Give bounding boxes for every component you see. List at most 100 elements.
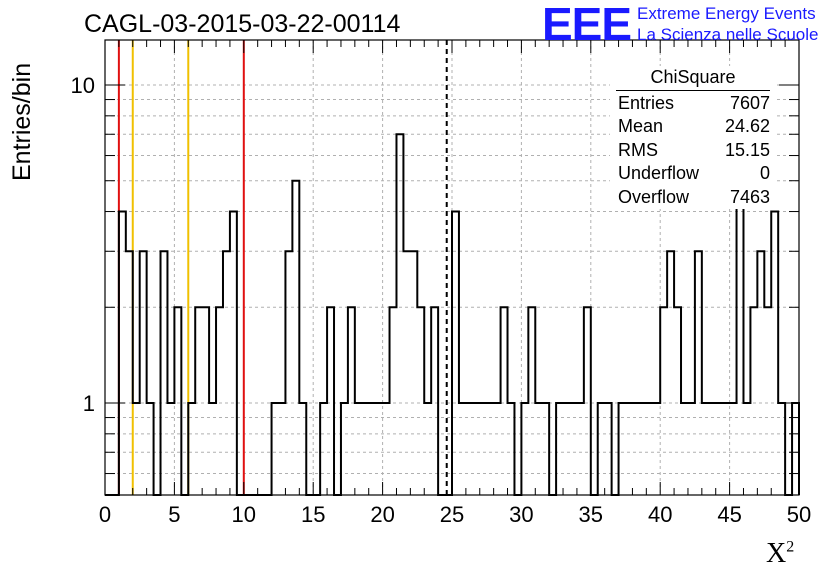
histogram-bin — [556, 403, 563, 495]
x-axis-label: X2 — [766, 538, 795, 569]
histogram-bin — [327, 307, 334, 495]
logo-tagline-2: La Scienza nelle Scuole — [637, 25, 819, 44]
histogram-bin — [341, 403, 348, 495]
histogram-bin — [355, 403, 362, 495]
histogram-bin — [272, 403, 279, 495]
stats-value: 7607 — [729, 92, 770, 113]
histogram-bin — [473, 403, 480, 495]
histogram-bin — [750, 307, 757, 495]
stats-row-underflow: Underflow 0 — [610, 162, 776, 186]
logo-tagline-1: Extreme Energy Events — [637, 4, 816, 23]
histogram-bin — [383, 403, 390, 495]
histogram-bin — [396, 134, 403, 495]
histogram-bin — [424, 403, 431, 495]
histogram-bin — [757, 251, 764, 495]
histogram-bin — [702, 403, 709, 495]
histogram-bin — [417, 307, 424, 495]
histogram-bin — [362, 403, 369, 495]
histogram-bin — [626, 403, 633, 495]
histogram-bin — [140, 251, 147, 495]
histogram-bin — [737, 181, 744, 495]
stats-label: Underflow — [618, 163, 700, 183]
stats-title: ChiSquare — [650, 67, 736, 87]
histogram-bin — [466, 403, 473, 495]
histogram-bin — [369, 403, 376, 495]
x-tick-label: 0 — [99, 502, 111, 527]
histogram-bin — [147, 403, 154, 495]
histogram-bin — [494, 403, 501, 495]
stats-label: Mean — [618, 116, 664, 136]
histogram-bin — [577, 403, 584, 495]
stats-value: 15.15 — [724, 139, 770, 160]
histogram-bin — [695, 251, 702, 495]
histogram-bin — [452, 212, 459, 495]
x-tick-label: 45 — [717, 502, 741, 527]
stats-row-mean: Mean 24.62 — [610, 115, 776, 139]
histogram-bin — [619, 403, 626, 495]
histogram-bin — [202, 307, 209, 495]
histogram-bin — [508, 403, 515, 495]
stats-value: 0 — [759, 163, 770, 183]
y-tick-label: 10 — [71, 73, 95, 98]
histogram-bin — [410, 251, 417, 495]
x-tick-label: 50 — [787, 502, 811, 527]
histogram-bin — [521, 403, 528, 495]
stats-value: 7463 — [729, 186, 770, 207]
histogram-bin — [376, 403, 383, 495]
stats-value: 24.62 — [724, 116, 770, 136]
histogram-bin — [771, 212, 778, 495]
stats-label: Entries — [618, 92, 675, 113]
stats-row-rms: RMS 15.15 — [610, 139, 776, 163]
histogram-bin — [161, 251, 168, 495]
stats-label: RMS — [618, 139, 658, 160]
x-tick-labels: 0 5 10 15 20 25 30 35 40 45 50 — [99, 502, 811, 527]
histogram-bin — [542, 403, 549, 495]
histogram-bin — [223, 251, 230, 495]
histogram-bin — [764, 307, 771, 495]
histogram-bin — [743, 403, 750, 495]
histogram-bin — [730, 403, 737, 495]
histogram-bin — [716, 403, 723, 495]
y-axis-label: Entries/bin — [8, 62, 36, 181]
stats-label: Overflow — [618, 186, 690, 207]
histogram-bin — [167, 403, 174, 495]
histogram-bin — [639, 403, 646, 495]
histogram-bin — [563, 403, 570, 495]
histogram-bin — [723, 403, 730, 495]
x-tick-label: 15 — [301, 502, 325, 527]
histogram-bin — [660, 307, 667, 495]
histogram-bin — [646, 403, 653, 495]
histogram-bin — [480, 403, 487, 495]
histogram-bin — [681, 403, 688, 495]
x-tick-label: 5 — [168, 502, 180, 527]
x-tick-label: 10 — [232, 502, 256, 527]
axis-ticks — [104, 40, 800, 495]
histogram-bin — [688, 403, 695, 495]
histogram-bin — [487, 403, 494, 495]
histogram-bin — [285, 251, 292, 495]
histogram-bin — [674, 307, 681, 495]
histogram-bin — [528, 307, 535, 495]
x-tick-label: 20 — [370, 502, 394, 527]
histogram-bin — [605, 403, 612, 495]
histogram-bin — [174, 307, 181, 495]
stats-divider — [616, 89, 770, 91]
histogram-bin — [598, 403, 605, 495]
stats-box: ChiSquare Entries 7607 Mean 24.62 RMS 15… — [610, 66, 776, 209]
histogram-bin — [216, 307, 223, 495]
eee-logo: EEE — [542, 0, 632, 50]
histogram-bin — [570, 403, 577, 495]
histogram-bin — [209, 403, 216, 495]
histogram-bin — [230, 212, 237, 495]
histogram-bin — [584, 307, 591, 495]
histogram-bin — [431, 307, 438, 495]
x-tick-label: 40 — [648, 502, 672, 527]
histogram-bin — [348, 307, 355, 495]
histogram-bin — [459, 403, 466, 495]
histogram-bin — [390, 307, 397, 495]
histogram-bin — [279, 403, 286, 495]
histogram-bin — [403, 251, 410, 495]
stats-row-overflow: Overflow 7463 — [610, 186, 776, 210]
histogram-bin — [195, 307, 202, 495]
